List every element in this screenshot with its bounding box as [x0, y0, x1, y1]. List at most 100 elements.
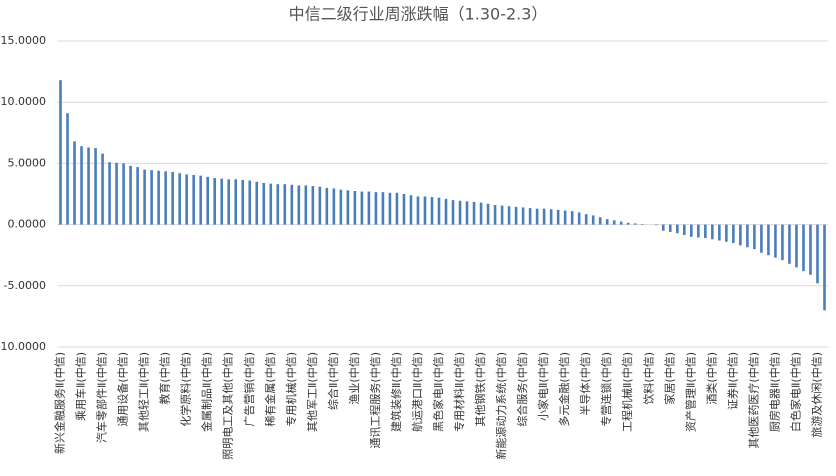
bar [570, 211, 574, 225]
bar [143, 169, 146, 225]
bar [598, 217, 602, 225]
bar [367, 191, 371, 225]
bar [129, 165, 132, 225]
bar [816, 224, 819, 284]
bar [269, 183, 273, 225]
bar [213, 178, 217, 225]
bar [353, 190, 357, 225]
bar [171, 171, 174, 225]
bar [493, 205, 497, 225]
x-tick-label: 其他医药医疗(中信) [746, 352, 760, 449]
bar [241, 179, 245, 225]
bar [802, 224, 805, 272]
bar [276, 184, 280, 225]
bar [206, 176, 209, 225]
bar [339, 189, 343, 225]
bar [718, 224, 721, 241]
x-tick-label: 旅游及休闲(中信) [809, 352, 823, 438]
chart-title: 中信二级行业周涨跌幅（1.30-2.3） [289, 5, 548, 24]
bar [164, 171, 167, 225]
bar [374, 192, 378, 225]
bar [458, 200, 462, 225]
bar [101, 153, 104, 225]
bar [605, 219, 609, 225]
bar [626, 222, 630, 225]
x-tick-label: 汽车零部件Ⅱ(中信) [95, 352, 109, 443]
bar [150, 170, 153, 225]
bar [381, 192, 385, 225]
bar [753, 224, 756, 250]
bar [486, 203, 490, 225]
bar [549, 209, 553, 225]
bar [521, 207, 525, 225]
bar [108, 162, 111, 225]
x-tick-label: 酒类(中信) [704, 352, 718, 405]
bar [178, 173, 181, 225]
bar [556, 209, 560, 225]
bar [430, 197, 434, 225]
bar [262, 182, 266, 225]
bar [535, 208, 539, 225]
bar [227, 179, 231, 225]
bar [192, 175, 195, 225]
y-tick-label: 5.0000 [8, 156, 47, 169]
x-tick-label: 厨房电器Ⅱ(中信) [768, 352, 781, 432]
x-tick-label: 其他军工Ⅱ(中信) [306, 352, 319, 432]
bar [725, 224, 728, 242]
bar [668, 224, 672, 232]
x-tick-label: 渔业(中信) [348, 352, 361, 405]
y-tick-label: 0.0000 [8, 218, 47, 231]
x-tick-label: 照明电工及其他(中信) [222, 352, 235, 460]
bar [332, 188, 336, 225]
bar [479, 202, 483, 225]
x-tick-label: 黑色家电Ⅱ(中信) [431, 352, 445, 432]
bar [136, 167, 139, 225]
bar [683, 224, 686, 236]
bar [283, 184, 287, 225]
bar [732, 224, 735, 243]
x-tick-label: 教育(中信) [158, 352, 172, 405]
bar [746, 224, 749, 248]
x-tick-label: 新兴金融服务Ⅱ(中信) [53, 352, 67, 454]
bar [318, 186, 322, 225]
bar [185, 174, 188, 225]
bar [437, 197, 441, 225]
bar [395, 192, 399, 225]
bar [220, 178, 224, 225]
x-tick-label: 证券Ⅱ(中信) [725, 352, 739, 410]
x-tick-label: 通讯工程服务(中信) [369, 352, 382, 449]
x-tick-label: 建筑装修Ⅱ(中信) [389, 352, 403, 432]
bar [66, 113, 69, 225]
bar [584, 214, 588, 225]
bar [774, 224, 777, 258]
x-tick-label: 其他轻工Ⅱ(中信) [137, 352, 151, 432]
x-tick-label: 金属制品Ⅱ(中信) [200, 352, 214, 432]
bar [612, 220, 616, 225]
y-tick-label: -10.0000 [0, 340, 46, 353]
bar [781, 224, 784, 261]
bar [304, 185, 308, 225]
bar [346, 190, 350, 225]
x-tick-label: 新能源动力系统(中信) [494, 352, 508, 460]
bar [760, 224, 763, 253]
bar [122, 163, 125, 225]
bar [115, 162, 118, 225]
bar [661, 224, 665, 231]
x-tick-label: 饮料(中信) [641, 352, 655, 405]
bar [500, 205, 504, 225]
bar [94, 148, 97, 225]
x-tick-label: 航运港口Ⅱ(中信) [410, 352, 424, 432]
x-tick-label: 多元金融(中信) [557, 352, 571, 427]
bar [654, 224, 658, 226]
x-tick-label: 通用设备(中信) [116, 352, 130, 427]
bar [360, 191, 364, 225]
x-tick-label: 白色家电Ⅱ(中信) [788, 352, 802, 432]
bar [711, 224, 714, 240]
bar [402, 194, 406, 225]
bar [451, 200, 455, 225]
x-tick-label: 其他钢铁(中信) [474, 352, 487, 427]
bar [542, 208, 546, 225]
bar [297, 185, 301, 225]
bar [697, 224, 700, 238]
bar [444, 198, 448, 225]
